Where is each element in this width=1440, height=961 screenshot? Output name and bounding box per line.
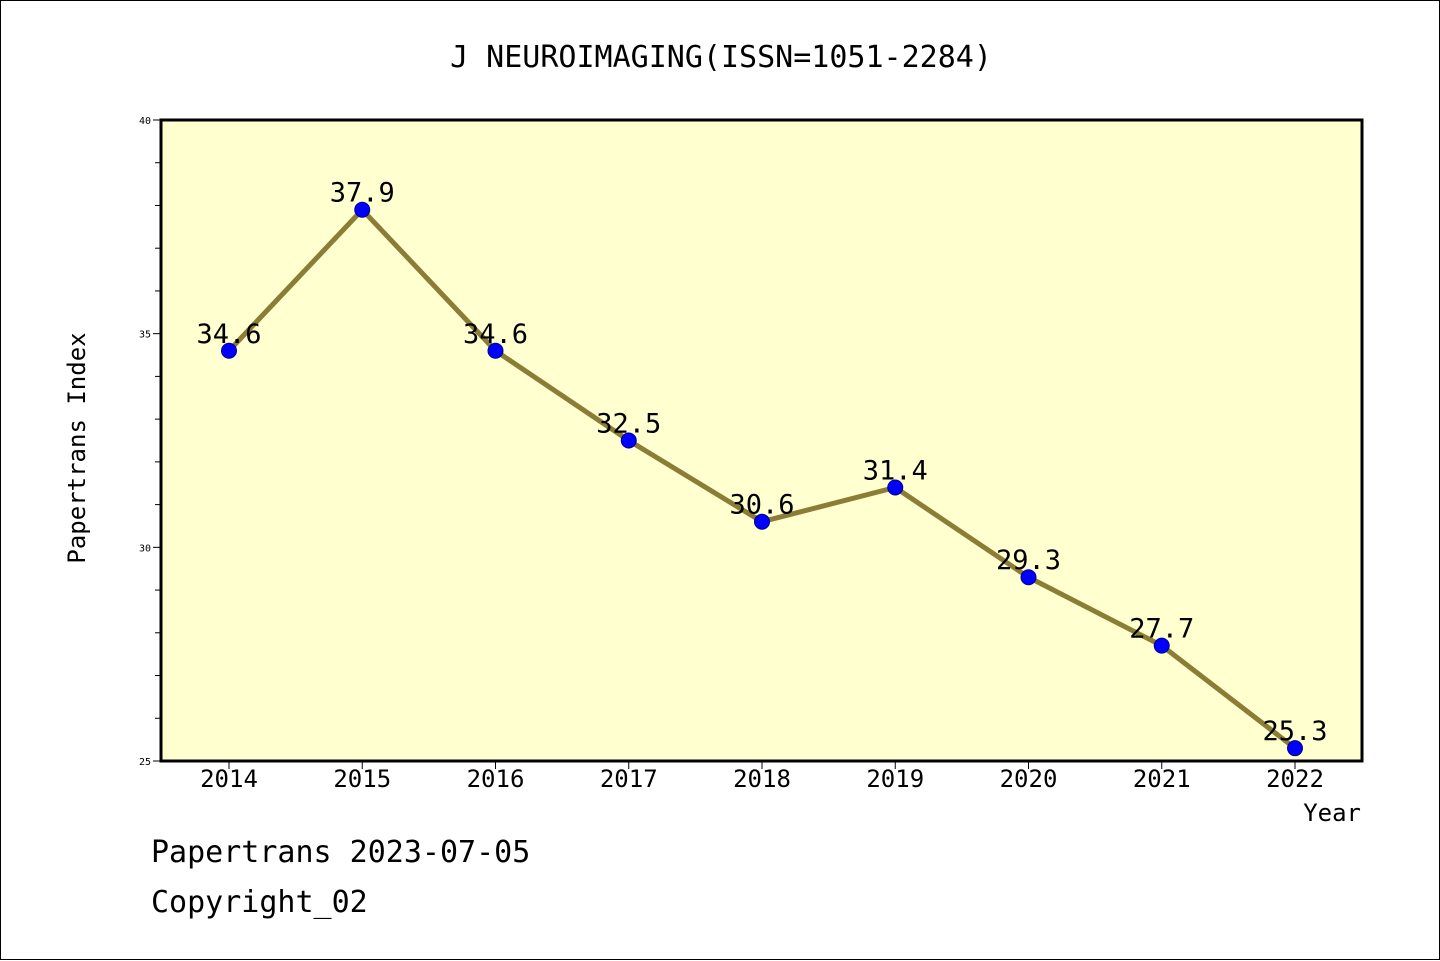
data-point [221, 342, 237, 359]
x-tick-label: 2018 [733, 765, 791, 793]
x-tick-label: 2022 [1266, 765, 1324, 793]
data-label: 29.3 [996, 545, 1061, 576]
x-axis-ticks: 2014 2015 2016 2017 2018 2019 2020 2021 2022 [200, 761, 1324, 793]
chart-title: J NEUROIMAGING(ISSN=1051-2284) [450, 40, 992, 75]
data-label: 34.6 [196, 319, 261, 350]
data-point [620, 432, 637, 449]
data-label: 31.4 [863, 456, 928, 487]
footer-copyright: Copyright_02 [151, 885, 368, 920]
data-label: 32.5 [596, 409, 661, 440]
data-point [754, 513, 770, 530]
data-label: 34.6 [463, 319, 528, 350]
x-axis-label: Year [1303, 799, 1361, 827]
footer-date: Papertrans 2023-07-05 [151, 835, 531, 870]
data-point [487, 342, 504, 359]
x-tick-label: 2016 [467, 765, 525, 793]
x-tick-label: 2020 [1000, 765, 1058, 793]
y-tick-label: 25 [139, 757, 151, 768]
y-axis-label: Papertrans Index [63, 332, 91, 563]
data-markers [221, 201, 1303, 757]
data-labels: 34.6 37.9 34.6 32.5 30.6 31.4 29.3 27.7 25.3 [196, 178, 1327, 747]
data-point [354, 201, 371, 218]
data-label: 37.9 [330, 178, 395, 209]
data-point [1020, 569, 1037, 586]
x-tick-label: 2017 [600, 765, 658, 793]
data-point [1153, 637, 1170, 654]
x-tick-label: 2021 [1133, 765, 1191, 793]
data-label: 27.7 [1129, 614, 1194, 645]
data-label: 30.6 [729, 490, 794, 521]
y-tick-label: 30 [139, 543, 151, 554]
y-axis-ticks: 25 30 35 40 [139, 116, 161, 768]
x-tick-label: 2015 [333, 765, 391, 793]
x-tick-label: 2014 [200, 765, 258, 793]
data-point [887, 479, 904, 496]
data-label: 25.3 [1262, 716, 1327, 747]
plot-area [159, 118, 1364, 763]
x-tick-label: 2019 [866, 765, 924, 793]
y-tick-label: 40 [139, 116, 151, 127]
y-tick-label: 35 [139, 330, 151, 341]
data-point [1287, 740, 1303, 757]
